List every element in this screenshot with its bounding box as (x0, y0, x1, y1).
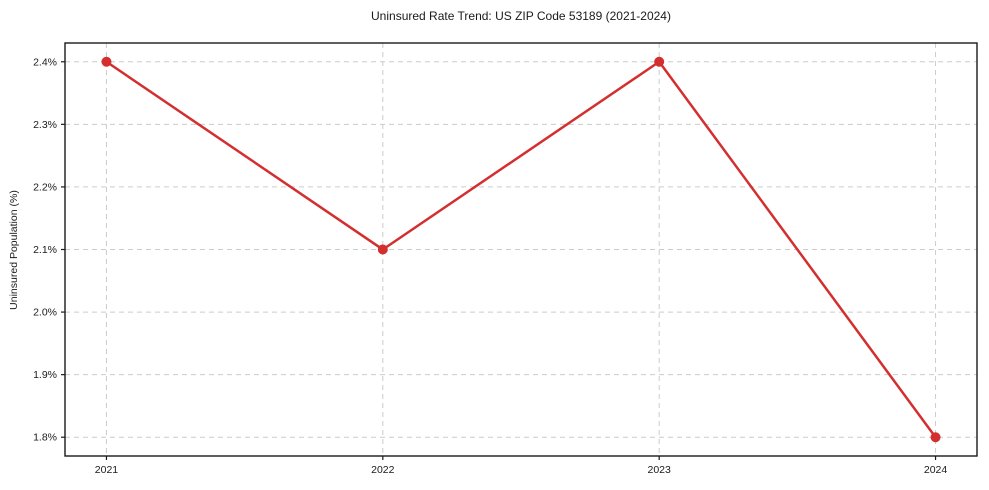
x-tick-label: 2024 (924, 464, 948, 476)
y-tick-label: 2.3% (33, 119, 57, 131)
data-point-marker (930, 432, 941, 443)
y-tick-label: 2.4% (33, 56, 57, 68)
y-tick-label: 2.2% (33, 181, 57, 193)
data-line (105, 60, 937, 439)
data-point-marker (654, 56, 665, 67)
x-tick-label: 2022 (371, 464, 395, 476)
x-tick-label: 2023 (648, 464, 672, 476)
y-tick-label: 1.8% (33, 432, 57, 444)
y-tick-label: 2.1% (33, 244, 57, 256)
chart-title: Uninsured Rate Trend: US ZIP Code 53189 … (371, 9, 671, 23)
data-point-marker (377, 244, 388, 255)
y-tick-label: 2.0% (33, 307, 57, 319)
y-tick-label: 1.9% (33, 369, 57, 381)
data-point-marker (101, 56, 112, 67)
x-tick-label: 2021 (95, 464, 119, 476)
